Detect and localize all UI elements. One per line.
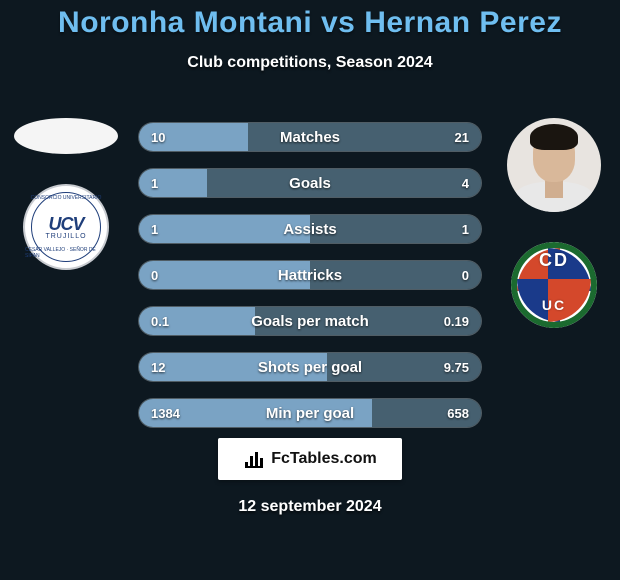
club-right-top-letters: CD [539,250,569,271]
stat-row: 1384658Min per goal [138,398,482,428]
club-right-bot-letters: UC [542,297,566,313]
stat-label: Hattricks [139,261,481,289]
stat-label: Min per goal [139,399,481,427]
left-player-column: CONSORCIO UNIVERSITARIO UCV TRUJILLO CES… [8,118,124,270]
club-left-bottom: CESAR VALLEJO · SEÑOR DE SIPAN [25,247,107,259]
stats-bars: 1021Matches 14Goals 11Assists 00Hattricks 0.… [138,122,482,428]
club-badge-right: CD UC [511,242,597,328]
club-left-top: CONSORCIO UNIVERSITARIO [31,195,102,201]
player-photo-right [507,118,601,212]
stat-label: Goals per match [139,307,481,335]
stat-row: 11Assists [138,214,482,244]
club-badge-left: CONSORCIO UNIVERSITARIO UCV TRUJILLO CES… [23,184,109,270]
fctables-icon [243,448,265,470]
right-player-column: CD UC [496,118,612,328]
stat-label: Matches [139,123,481,151]
stat-row: 0.10.19Goals per match [138,306,482,336]
page-title: Noronha Montani vs Hernan Perez [0,0,620,40]
stat-label: Shots per goal [139,353,481,381]
fctables-badge[interactable]: FcTables.com [218,438,402,480]
player-photo-left [14,118,118,154]
subtitle: Club competitions, Season 2024 [0,54,620,72]
stat-row: 129.75Shots per goal [138,352,482,382]
stat-row: 14Goals [138,168,482,198]
fctables-label: FcTables.com [271,450,377,468]
stat-label: Goals [139,169,481,197]
date-text: 12 september 2024 [0,498,620,516]
stat-row: 1021Matches [138,122,482,152]
stat-row: 00Hattricks [138,260,482,290]
stat-label: Assists [139,215,481,243]
